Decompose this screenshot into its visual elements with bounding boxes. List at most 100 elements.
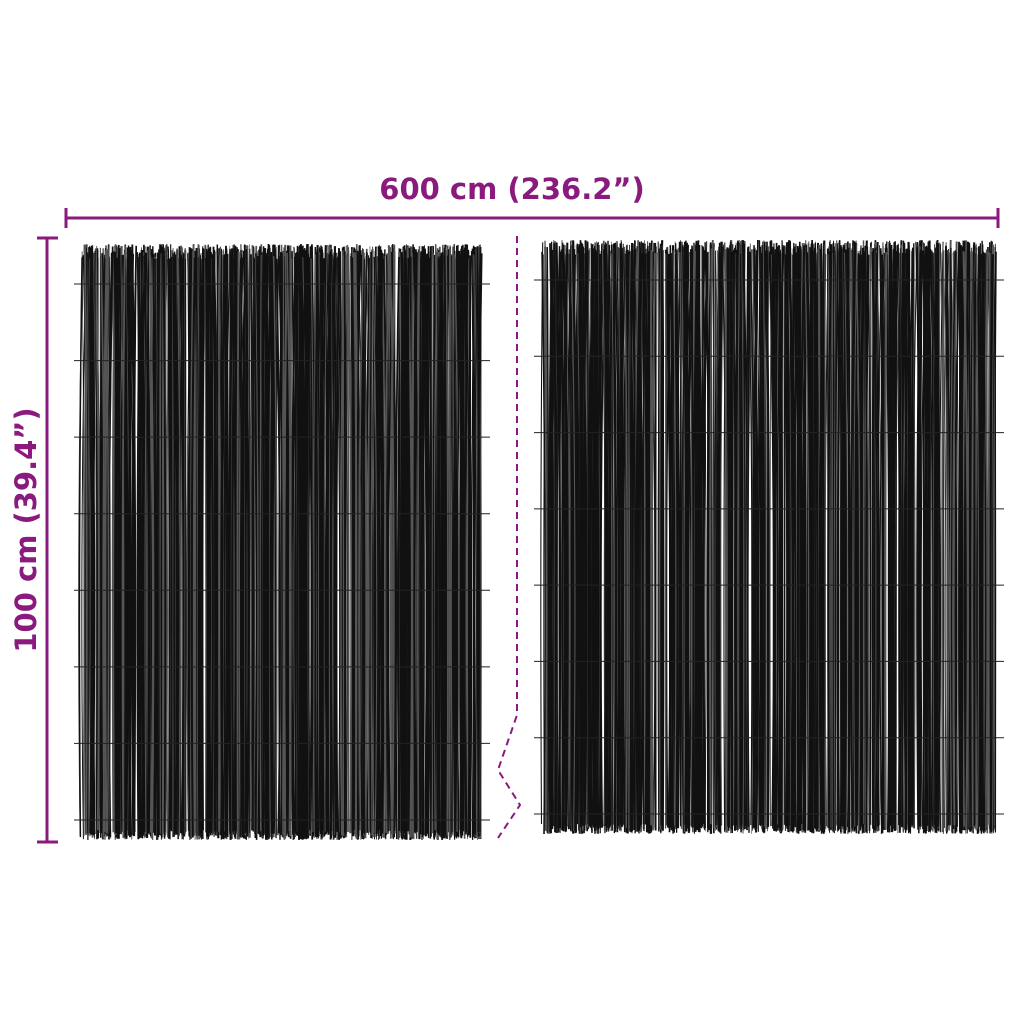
reed-stalk [160,253,165,835]
reed-stalk [646,250,651,833]
reed-stalk [702,253,709,829]
reed-stalk [404,258,407,832]
reed-stalk [582,246,587,826]
reed-stalk [314,244,319,838]
reed-stalk [610,253,615,825]
reed-stalk [992,243,996,834]
reed-stalk [228,248,234,840]
reed-stalk [542,254,548,831]
reed-stalk [464,247,471,834]
reed-stalk [259,254,262,832]
reed-stalk [605,243,611,831]
reed-stalk [571,249,576,834]
reed-stalk [421,246,425,831]
reed-stalk [827,244,833,829]
reed-stalk [803,246,807,829]
reed-stalk [936,242,940,827]
reed-stalk [220,254,226,839]
reed-stalk [354,252,358,837]
reed-stalk [834,249,838,826]
reed-stalk [279,244,283,833]
reed-stalk [684,251,690,830]
reed-stalk [972,244,976,826]
reed-stalk [167,258,171,839]
reed-stalk [438,255,441,836]
roll-split-dashed-line [496,236,522,839]
reed-stalk [250,254,254,831]
reed-stalk [148,246,155,839]
reed-stalk [331,248,335,836]
reed-stalk [133,247,137,833]
reed-stalk [853,243,858,827]
reed-stalk [922,250,929,833]
reed-stalk [445,250,449,832]
reed-stalk [749,252,756,829]
reed-stalk [340,255,344,836]
reed-stalk [270,257,274,834]
reed-stalk [875,243,879,826]
reed-stalk [910,247,915,825]
reed-stalk [180,245,184,840]
reed-stalk [259,246,265,831]
reed-stalk [317,255,322,837]
reed-stalk [819,240,826,833]
reed-stalk [797,247,800,831]
reed-stalk [401,258,406,831]
reed-stalk [206,250,211,831]
reed-stalk [319,249,323,835]
reed-stalk [242,244,246,838]
reed-stalk [425,258,428,836]
reed-stalk [899,254,903,826]
reed-stalk [563,242,569,832]
reed-stalk [760,252,764,825]
reed-stalk [943,253,948,832]
reed-stalk [784,254,789,829]
reed-stalk [554,246,561,834]
reed-stalk [136,252,140,837]
reed-stalk [956,251,959,827]
reed-stalk [799,245,806,825]
reed-stalk [777,246,783,831]
reed-stalk [616,241,621,826]
reed-stalk [406,246,413,838]
reed-stalk [713,247,715,829]
reed-stalk [455,250,459,837]
reed-stalk [635,247,642,832]
reed-stalk [306,246,309,833]
reed-stalk [824,244,827,828]
reed-stalk [570,240,572,830]
reed-stalk [456,248,462,837]
reed-stalk [190,257,196,838]
reed-stalk [599,250,602,834]
reed-stalk [629,242,633,832]
reed-stalk [284,257,288,839]
reed-stalk [889,240,894,832]
reed-stalk [758,240,763,827]
reed-stalk [413,249,417,833]
reed-stalk [605,250,608,827]
reed-stalk [100,258,107,840]
reed-stalk [842,246,847,828]
reed-stalk [696,243,702,825]
reed-stalk [252,246,255,832]
reed-stalk [739,254,743,827]
reed-stalk [982,253,987,832]
reed-stalk [139,255,145,839]
reed-stalk [666,251,672,828]
reed-stalk [844,252,849,831]
reed-stalk [789,240,794,832]
reed-stalk [724,249,728,833]
reed-stalk [92,244,95,834]
reed-stalk [366,252,371,835]
reed-stalk [989,240,992,826]
reed-stalk [243,244,249,835]
reed-stalk [356,250,361,840]
reed-stalk [671,253,675,826]
reed-stalk [889,248,896,832]
reed-stalk [88,257,92,837]
reed-panel-left [74,243,490,841]
reed-stalk [846,242,849,834]
reed-stalk [236,252,240,840]
reed-stalk [417,246,421,839]
reed-stalk [476,254,481,832]
